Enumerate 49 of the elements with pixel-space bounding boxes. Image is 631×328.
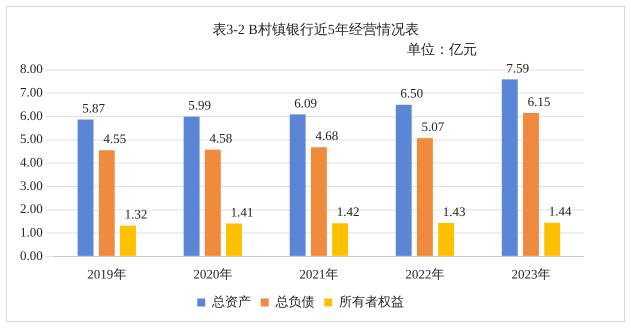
bar <box>438 223 454 256</box>
y-tick-label: 2.00 <box>20 201 43 216</box>
data-label: 1.44 <box>548 204 572 219</box>
bar <box>396 104 412 256</box>
data-label: 6.09 <box>294 95 318 110</box>
data-label: 7.59 <box>506 60 530 76</box>
y-tick-label: 0.00 <box>20 248 43 263</box>
data-label: 4.68 <box>316 128 338 144</box>
y-tick-label: 1.00 <box>20 224 43 240</box>
x-tick-label: 2019年 <box>87 266 126 282</box>
bar <box>78 119 94 256</box>
data-label: 5.87 <box>82 100 106 116</box>
data-label: 5.99 <box>188 98 211 113</box>
bar <box>523 112 539 256</box>
y-tick-label: 6.00 <box>20 108 43 123</box>
data-label: 4.58 <box>209 130 232 146</box>
data-label: 1.41 <box>230 204 254 220</box>
bar <box>290 114 306 256</box>
x-tick-label: 2020年 <box>193 266 232 282</box>
bar <box>310 147 327 256</box>
legend-label: 总负债 <box>274 294 314 309</box>
data-label: 6.15 <box>528 94 550 109</box>
y-tick-label: 5.00 <box>20 131 43 146</box>
legend-label: 所有者权益 <box>338 294 404 309</box>
data-label: 6.50 <box>400 86 424 101</box>
bar <box>332 223 348 256</box>
x-tick-label: 2022年 <box>405 266 444 282</box>
bar <box>204 150 221 256</box>
data-label: 1.42 <box>336 204 360 220</box>
data-label: 4.55 <box>103 131 126 146</box>
data-label: 1.43 <box>442 204 466 219</box>
bar <box>98 150 115 256</box>
bar <box>416 138 433 256</box>
x-tick-label: 2023年 <box>511 266 550 282</box>
bar <box>184 116 200 256</box>
x-tick-label: 2021年 <box>299 266 338 282</box>
bar <box>120 226 136 256</box>
bar <box>502 79 518 256</box>
y-tick-label: 8.00 <box>20 61 43 76</box>
data-label: 5.07 <box>422 119 445 134</box>
chart-title: 表3-2 B村镇银行近5年经营情况表 <box>211 22 420 39</box>
bar <box>544 222 560 256</box>
y-tick-label: 3.00 <box>20 178 43 193</box>
legend-label: 总资产 <box>210 294 251 309</box>
y-tick-label: 7.00 <box>20 84 43 100</box>
bar <box>226 224 242 256</box>
data-label: 1.32 <box>124 206 148 222</box>
chart-subtitle: 单位：亿元 <box>407 42 477 59</box>
y-tick-label: 4.00 <box>20 154 43 170</box>
